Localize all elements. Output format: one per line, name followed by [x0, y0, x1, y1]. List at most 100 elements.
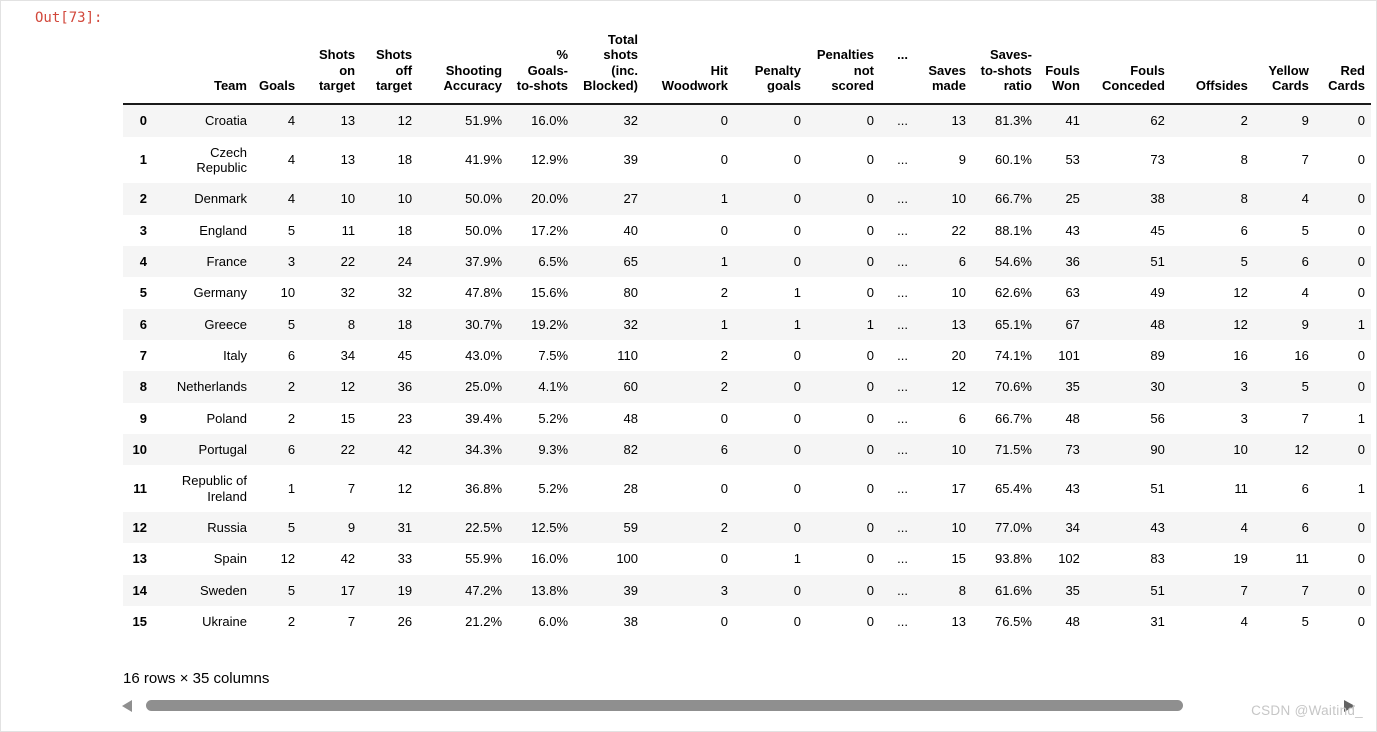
table-cell: 15.6% — [531, 285, 569, 301]
row-index: 13 — [132, 551, 147, 567]
table-cell: 32 — [623, 316, 639, 332]
table-cell: 5 — [1301, 222, 1309, 238]
table-cell: 0 — [1357, 191, 1365, 207]
watermark: CSDN @Waitind_ — [1251, 703, 1363, 718]
table-cell: 13 — [951, 613, 966, 629]
table-cell: Portugal — [198, 441, 247, 457]
table-cell: Germany — [193, 285, 247, 301]
table-cell: 39 — [623, 152, 639, 168]
table-cell: 55.9% — [465, 551, 503, 567]
row-index: 9 — [139, 410, 147, 426]
table-row: 0 Croatia 4 13 12 51.9% 16.0% 32 0 0 0... 13 81.3% 41… — [123, 104, 1371, 137]
table-cell: 5 — [287, 519, 296, 535]
truncation-cell: ... — [897, 316, 908, 332]
row-index: 5 — [139, 285, 147, 301]
table-cell: 0 — [866, 519, 874, 535]
table-cell: 5 — [1301, 613, 1309, 629]
column-header: Total shots (inc. Blocked) — [583, 32, 639, 93]
table-summary: 16 rows × 35 columns — [123, 670, 270, 687]
table-cell: 5 — [287, 582, 296, 598]
row-index: 4 — [139, 253, 147, 269]
table-cell: 1 — [287, 480, 296, 496]
scroll-left-arrow-icon[interactable] — [122, 700, 132, 712]
table-cell: 30 — [1150, 379, 1165, 395]
table-cell: 4 — [1301, 191, 1309, 207]
scroll-right-arrow-icon[interactable] — [1344, 700, 1355, 712]
table-cell: 73 — [1150, 152, 1165, 168]
column-header: % Goals-to-shots — [516, 47, 569, 93]
truncation-cell: ... — [897, 347, 908, 363]
table-cell: 41.9% — [465, 152, 503, 168]
table-cell: 51.9% — [465, 113, 503, 129]
horizontal-scrollbar[interactable] — [122, 698, 1362, 714]
table-cell: 1 — [793, 285, 801, 301]
table-row: 13 Spain 12 42 33 55.9% 16.0% 100 0 1 0... 15 93.8% 1… — [123, 543, 1371, 574]
table-cell: 16 — [1233, 347, 1248, 363]
table-cell: 0 — [1357, 441, 1365, 457]
table-cell: 53 — [1065, 152, 1080, 168]
table-cell: 38 — [623, 613, 639, 629]
table-cell: 63 — [1065, 285, 1080, 301]
table-cell: 102 — [1058, 551, 1080, 567]
table-row: 14 Sweden 5 17 19 47.2% 13.8% 39 3 0 0... 8 61.6% 35 5… — [123, 574, 1371, 606]
row-index: 12 — [132, 519, 147, 535]
table-cell: 0 — [793, 519, 801, 535]
table-cell: 0 — [793, 480, 801, 496]
table-cell: 33 — [397, 551, 413, 567]
table-cell: 11 — [1295, 551, 1309, 567]
table-cell: 12 — [1294, 441, 1309, 457]
table-cell: 3 — [287, 253, 296, 269]
table-cell: Croatia — [205, 113, 247, 129]
table-cell: 0 — [1357, 582, 1365, 598]
table-cell: 2 — [720, 379, 728, 395]
row-index: 7 — [139, 347, 147, 363]
table-cell: 12 — [340, 379, 356, 395]
truncation-cell: ... — [897, 379, 908, 395]
table-cell: 6 — [1301, 253, 1309, 269]
table-cell: 10 — [951, 285, 966, 301]
table-cell: 7 — [347, 613, 356, 629]
table-cell: 0 — [866, 222, 874, 238]
table-cell: 10 — [951, 519, 966, 535]
table-cell: 16.0% — [531, 551, 569, 567]
table-cell: 0 — [793, 441, 801, 457]
column-header: Saves-to-shots ratio — [980, 47, 1032, 93]
table-cell: 19 — [1233, 551, 1248, 567]
table-cell: Spain — [213, 551, 247, 567]
table-row: 10 Portugal 6 22 42 34.3% 9.3% 82 6 0 0... 10 71.5% 7… — [123, 433, 1371, 466]
table-cell: 12 — [280, 551, 296, 567]
table-cell: 15 — [951, 551, 966, 567]
row-index: 15 — [132, 613, 147, 629]
table-cell: 0 — [1357, 613, 1365, 629]
scrollbar-thumb[interactable] — [146, 700, 1183, 711]
table-cell: 0 — [793, 222, 801, 238]
table-cell: 34 — [340, 347, 356, 363]
table-row: 6 Greece 5 8 18 30.7% 19.2% 32 1 1 1... 13 65.1% 67 48… — [123, 308, 1371, 340]
table-row: 4 France 3 22 24 37.9% 6.5% 65 1 0 0... 6 54.6% 36 51 5… — [123, 245, 1371, 278]
table-cell: 6.5% — [538, 253, 569, 269]
column-header: Saves made — [928, 62, 966, 93]
table-cell: 81.3% — [995, 113, 1032, 129]
column-header: Shots off target — [375, 47, 413, 93]
table-cell: 6.0% — [538, 613, 569, 629]
table-cell: 43.0% — [465, 347, 503, 363]
truncation-cell: ... — [897, 113, 908, 129]
table-cell: 3 — [720, 582, 728, 598]
table-cell: 31 — [1150, 613, 1165, 629]
table-cell: 74.1% — [995, 347, 1032, 363]
table-cell: 0 — [866, 191, 874, 207]
table-cell: 62 — [1150, 113, 1165, 129]
table-cell: 71.5% — [995, 441, 1032, 457]
table-cell: 0 — [1357, 152, 1365, 168]
table-cell: 0 — [1357, 551, 1365, 567]
table-cell: 6 — [720, 441, 728, 457]
table-cell: 6 — [958, 253, 966, 269]
table-cell: 73 — [1065, 441, 1080, 457]
table-cell: 18 — [397, 316, 413, 332]
table-cell: 13 — [951, 316, 966, 332]
table-cell: 6 — [1301, 480, 1309, 496]
table-cell: 4.1% — [538, 379, 569, 395]
table-cell: 49 — [1150, 285, 1165, 301]
table-cell: 65.1% — [995, 316, 1032, 332]
table-cell: 110 — [617, 347, 639, 363]
